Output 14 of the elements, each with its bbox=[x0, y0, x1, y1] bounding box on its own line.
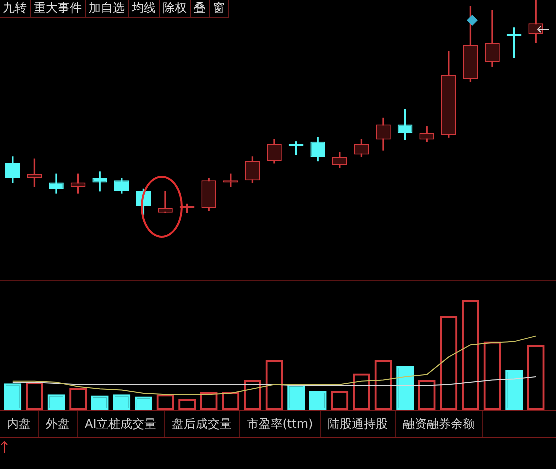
text: 陆股通持股 bbox=[321, 411, 396, 437]
text: 融资融券余额 bbox=[396, 411, 484, 437]
text: 盘后成交量 bbox=[164, 411, 240, 437]
annotation: 叠 bbox=[191, 0, 210, 17]
annotation: 九转 bbox=[0, 0, 31, 17]
text: 市盈率(ttm) bbox=[240, 411, 322, 437]
annotation: 重大事件 bbox=[31, 0, 86, 17]
annotation: 窗 bbox=[210, 0, 229, 17]
text: 外盘 bbox=[39, 411, 78, 437]
text: 内盘 bbox=[0, 411, 39, 437]
annotation: 加自选 bbox=[86, 0, 129, 17]
annotation: 均线 bbox=[129, 0, 160, 17]
text: AI立桩成交量 bbox=[78, 411, 165, 437]
annotation: 除权 bbox=[160, 0, 191, 17]
